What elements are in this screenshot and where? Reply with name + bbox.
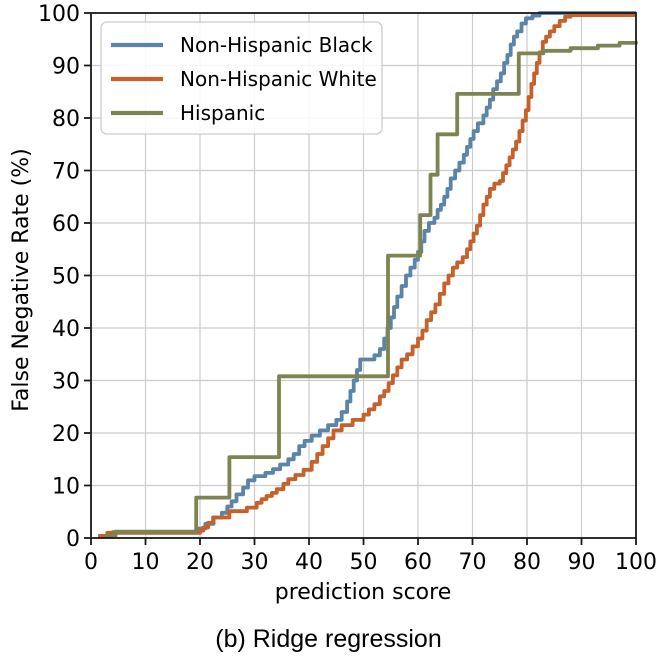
y-tick-label: 30 [52, 370, 80, 395]
legend-label-non-hispanic-black: Non-Hispanic Black [180, 33, 373, 57]
x-axis-label: prediction score [275, 580, 451, 605]
x-tick-label: 70 [459, 550, 487, 575]
y-tick-label: 50 [52, 265, 80, 290]
series-line-2 [104, 41, 638, 538]
y-tick-label: 80 [52, 107, 80, 132]
x-tick-label: 20 [186, 550, 214, 575]
series-line-1 [98, 13, 636, 538]
legend-box [100, 21, 383, 135]
x-tick-label: 100 [615, 550, 657, 575]
x-tick-label: 40 [295, 550, 323, 575]
y-tick-label: 10 [52, 475, 80, 500]
y-tick-label: 20 [52, 422, 80, 447]
x-tick-label: 50 [350, 550, 378, 575]
legend: Non-Hispanic Black Non-Hispanic White Hi… [100, 21, 383, 135]
x-tick-label: 90 [568, 550, 596, 575]
y-axis-label: False Negative Rate (%) [9, 148, 34, 411]
y-tick-label: 40 [52, 317, 80, 342]
x-tick-label: 80 [513, 550, 541, 575]
series-lines [98, 11, 638, 538]
legend-label-non-hispanic-white: Non-Hispanic White [180, 67, 377, 91]
y-tick-label: 100 [38, 2, 80, 27]
y-tick-label: 90 [52, 55, 80, 80]
x-tick-label: 60 [404, 550, 432, 575]
legend-label-hispanic: Hispanic [180, 101, 265, 125]
chart: 0 10 20 30 40 50 60 70 80 90 100 0 10 20 30 40 50 60 70 80 9… [9, 2, 657, 605]
x-tick-label: 10 [132, 550, 160, 575]
series-line-0 [101, 11, 636, 538]
y-tick-label: 60 [52, 212, 80, 237]
caption: (b) Ridge regression [215, 625, 442, 653]
axis-ticks: 0 10 20 30 40 50 60 70 80 90 100 0 10 20 30 40 50 60 70 80 9… [38, 2, 657, 575]
y-tick-label: 0 [66, 527, 80, 552]
y-tick-label: 70 [52, 160, 80, 185]
x-tick-label: 30 [241, 550, 269, 575]
x-tick-label: 0 [84, 550, 98, 575]
